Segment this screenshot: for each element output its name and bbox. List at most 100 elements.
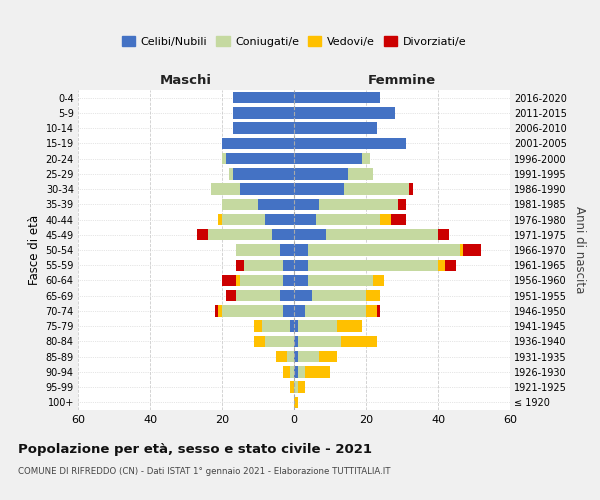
Bar xyxy=(290,366,294,378)
Bar xyxy=(341,336,377,347)
Bar xyxy=(294,229,326,240)
Bar xyxy=(283,366,290,378)
Bar xyxy=(283,275,294,286)
Bar xyxy=(229,168,233,179)
Bar xyxy=(283,260,294,271)
Bar xyxy=(366,305,377,316)
Bar xyxy=(445,260,456,271)
Bar xyxy=(294,382,298,393)
Bar xyxy=(337,320,362,332)
Bar xyxy=(294,184,344,195)
Bar xyxy=(294,320,298,332)
Bar xyxy=(265,336,294,347)
Bar xyxy=(280,290,294,302)
Bar xyxy=(222,153,226,164)
Bar xyxy=(215,305,218,316)
Bar xyxy=(298,320,337,332)
Bar xyxy=(348,168,373,179)
Bar xyxy=(294,138,406,149)
Bar xyxy=(308,275,373,286)
Bar xyxy=(294,168,348,179)
Bar xyxy=(373,275,384,286)
Bar xyxy=(298,366,305,378)
Text: Maschi: Maschi xyxy=(160,74,212,87)
Bar xyxy=(233,107,294,118)
Bar xyxy=(197,229,208,240)
Bar xyxy=(438,229,449,240)
Bar xyxy=(233,122,294,134)
Bar xyxy=(294,366,298,378)
Bar xyxy=(294,92,380,104)
Bar xyxy=(218,305,222,316)
Bar xyxy=(319,351,337,362)
Bar xyxy=(294,396,298,408)
Bar xyxy=(208,229,272,240)
Bar xyxy=(294,107,395,118)
Text: Popolazione per età, sesso e stato civile - 2021: Popolazione per età, sesso e stato civil… xyxy=(18,442,372,456)
Bar xyxy=(366,290,380,302)
Bar xyxy=(380,214,391,225)
Bar xyxy=(294,351,298,362)
Bar xyxy=(222,305,283,316)
Bar xyxy=(236,290,280,302)
Bar xyxy=(308,244,460,256)
Bar xyxy=(218,214,222,225)
Bar xyxy=(294,198,319,210)
Bar xyxy=(222,198,258,210)
Bar xyxy=(265,214,294,225)
Bar xyxy=(226,290,236,302)
Bar xyxy=(305,305,366,316)
Bar xyxy=(319,198,398,210)
Bar xyxy=(460,244,463,256)
Bar xyxy=(391,214,406,225)
Bar xyxy=(244,260,283,271)
Bar xyxy=(294,153,362,164)
Bar xyxy=(276,351,287,362)
Bar xyxy=(272,229,294,240)
Bar xyxy=(298,351,319,362)
Text: Femmine: Femmine xyxy=(368,74,436,87)
Bar xyxy=(290,320,294,332)
Bar xyxy=(211,184,240,195)
Bar xyxy=(305,366,330,378)
Bar xyxy=(236,275,240,286)
Bar xyxy=(344,184,409,195)
Bar xyxy=(294,260,308,271)
Bar xyxy=(294,290,312,302)
Bar xyxy=(316,214,380,225)
Bar xyxy=(236,260,244,271)
Bar xyxy=(240,275,283,286)
Bar xyxy=(236,244,280,256)
Bar xyxy=(254,336,265,347)
Text: COMUNE DI RIFREDDO (CN) - Dati ISTAT 1° gennaio 2021 - Elaborazione TUTTITALIA.I: COMUNE DI RIFREDDO (CN) - Dati ISTAT 1° … xyxy=(18,468,391,476)
Bar xyxy=(233,92,294,104)
Y-axis label: Anni di nascita: Anni di nascita xyxy=(574,206,586,294)
Bar xyxy=(240,184,294,195)
Bar xyxy=(398,198,406,210)
Bar xyxy=(233,168,294,179)
Bar xyxy=(377,305,380,316)
Y-axis label: Fasce di età: Fasce di età xyxy=(28,215,41,285)
Bar xyxy=(254,320,262,332)
Legend: Celibi/Nubili, Coniugati/e, Vedovi/e, Divorziati/e: Celibi/Nubili, Coniugati/e, Vedovi/e, Di… xyxy=(118,32,470,51)
Bar xyxy=(280,244,294,256)
Bar xyxy=(308,260,438,271)
Bar xyxy=(294,122,377,134)
Bar xyxy=(294,275,308,286)
Bar xyxy=(294,244,308,256)
Bar xyxy=(290,382,294,393)
Bar xyxy=(287,351,294,362)
Bar xyxy=(283,305,294,316)
Bar xyxy=(438,260,445,271)
Bar xyxy=(326,229,438,240)
Bar xyxy=(298,382,305,393)
Bar xyxy=(312,290,366,302)
Bar xyxy=(409,184,413,195)
Bar xyxy=(362,153,370,164)
Bar xyxy=(294,336,298,347)
Bar xyxy=(258,198,294,210)
Bar xyxy=(262,320,290,332)
Bar xyxy=(222,214,265,225)
Bar xyxy=(294,305,305,316)
Bar xyxy=(294,214,316,225)
